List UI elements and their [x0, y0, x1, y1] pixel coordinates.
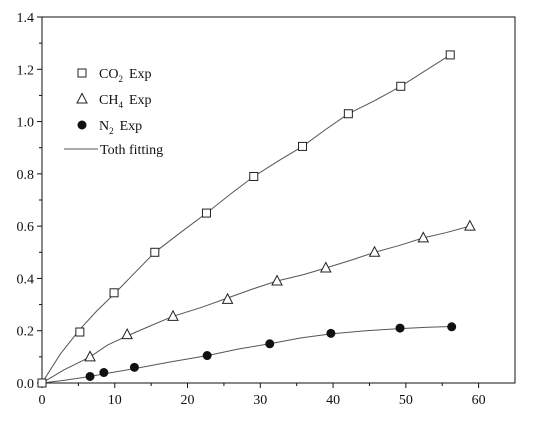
- data-point: [121, 328, 133, 340]
- data-point: [99, 368, 109, 378]
- data-point: [202, 351, 212, 361]
- data-point: [464, 219, 476, 231]
- x-tick-label: 50: [399, 393, 413, 408]
- data-point: [265, 339, 275, 349]
- legend-fit-label: Toth fitting: [100, 143, 163, 158]
- x-tick-label: 20: [181, 393, 195, 408]
- y-tick-label: 0.2: [17, 325, 35, 340]
- data-point: [84, 350, 96, 362]
- data-point: [221, 292, 234, 304]
- legend: CO2 Exp CH4 Exp N2 Exp Toth fitting: [64, 67, 163, 158]
- y-tick-label: 0.8: [17, 168, 35, 183]
- data-point: [343, 109, 353, 119]
- y-tick-label: 0.6: [17, 220, 35, 235]
- y-tick-label: 1.4: [17, 11, 35, 26]
- data-point: [109, 288, 119, 298]
- x-tick-label: 30: [253, 393, 267, 408]
- y-tick-label: 1.2: [17, 63, 35, 78]
- data-point: [271, 274, 283, 286]
- data-point: [85, 371, 95, 381]
- legend-label: N2 Exp: [99, 119, 142, 136]
- legend-label: CH4 Exp: [99, 93, 152, 110]
- data-point: [395, 323, 405, 333]
- y-tick-label: 0.4: [17, 272, 35, 287]
- legend-label: CO2 Exp: [99, 67, 152, 84]
- legend-marker: [76, 92, 88, 104]
- data-point: [326, 328, 336, 338]
- legend-marker: [77, 68, 87, 78]
- fit-line: [41, 225, 471, 384]
- data-point: [319, 261, 332, 273]
- y-tick-label: 0.0: [17, 377, 35, 392]
- x-tick-label: 40: [326, 393, 340, 408]
- data-point: [167, 309, 179, 321]
- data-point: [368, 245, 381, 257]
- data-point: [298, 141, 308, 151]
- axes: 0 10 20 30 40 50 60 0.0 0.2 0.4 0.6 0.8 1.0 1.2 1.4: [17, 11, 516, 408]
- x-tick-label: 10: [108, 393, 122, 408]
- data-point: [201, 208, 211, 218]
- fit-line: [41, 54, 451, 384]
- x-tick-label: 60: [472, 393, 486, 408]
- data-point: [417, 231, 430, 243]
- data-point: [129, 362, 139, 372]
- data-markers: [37, 50, 476, 388]
- fit-line: [41, 326, 452, 384]
- data-point: [396, 81, 406, 91]
- data-point: [249, 171, 259, 181]
- data-point: [447, 322, 457, 332]
- data-point: [75, 327, 85, 337]
- x-tick-label: 0: [39, 393, 46, 408]
- data-point: [445, 50, 455, 60]
- legend-marker: [77, 120, 87, 130]
- data-point: [150, 247, 160, 257]
- fit-lines: [41, 54, 471, 384]
- data-point: [37, 378, 47, 388]
- y-tick-label: 1.0: [17, 116, 35, 131]
